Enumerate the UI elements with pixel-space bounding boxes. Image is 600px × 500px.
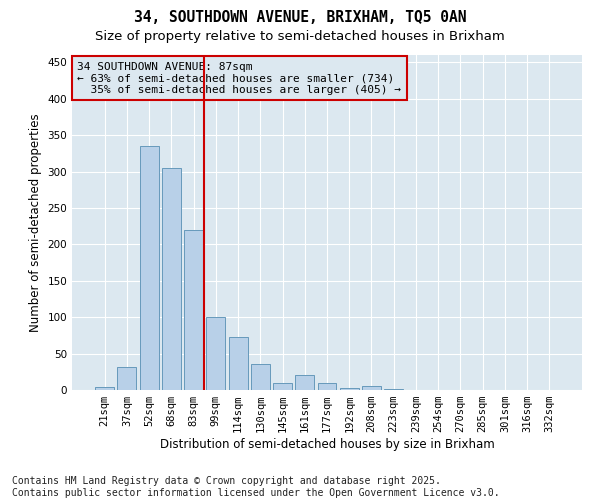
Bar bbox=[95, 387, 114, 390]
Text: 34, SOUTHDOWN AVENUE, BRIXHAM, TQ5 0AN: 34, SOUTHDOWN AVENUE, BRIXHAM, TQ5 0AN bbox=[134, 10, 466, 25]
Bar bbox=[340, 388, 359, 390]
Y-axis label: Number of semi-detached properties: Number of semi-detached properties bbox=[29, 113, 42, 332]
Bar bbox=[362, 386, 381, 390]
Bar bbox=[118, 366, 136, 390]
Bar bbox=[206, 317, 225, 390]
Bar bbox=[251, 364, 270, 390]
Bar bbox=[273, 382, 292, 390]
X-axis label: Distribution of semi-detached houses by size in Brixham: Distribution of semi-detached houses by … bbox=[160, 438, 494, 451]
Bar bbox=[317, 384, 337, 390]
Bar bbox=[229, 337, 248, 390]
Text: 34 SOUTHDOWN AVENUE: 87sqm
← 63% of semi-detached houses are smaller (734)
  35%: 34 SOUTHDOWN AVENUE: 87sqm ← 63% of semi… bbox=[77, 62, 401, 95]
Text: Contains HM Land Registry data © Crown copyright and database right 2025.
Contai: Contains HM Land Registry data © Crown c… bbox=[12, 476, 500, 498]
Bar bbox=[162, 168, 181, 390]
Bar bbox=[184, 230, 203, 390]
Bar bbox=[295, 376, 314, 390]
Bar bbox=[140, 146, 158, 390]
Text: Size of property relative to semi-detached houses in Brixham: Size of property relative to semi-detach… bbox=[95, 30, 505, 43]
